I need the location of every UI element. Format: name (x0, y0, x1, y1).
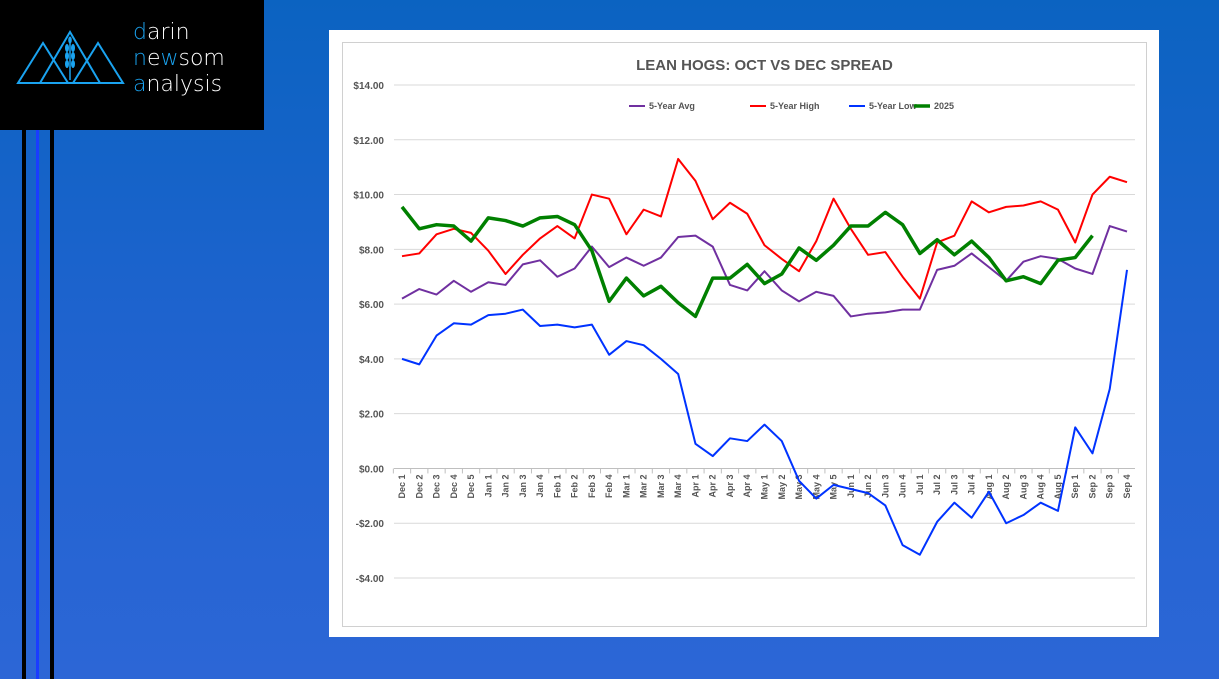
x-tick-label: Mar 4 (673, 474, 683, 498)
x-tick-label: Sep 2 (1087, 474, 1097, 498)
x-tick-label: Mar 2 (639, 474, 649, 498)
y-tick-label: $0.00 (359, 464, 384, 475)
x-tick-label: Sep 1 (1070, 474, 1080, 498)
x-tick-label: Dec 2 (414, 474, 424, 498)
x-tick-label: Jan 2 (501, 474, 511, 497)
x-tick-label: Dec 1 (397, 474, 407, 498)
legend-label: 5-Year High (770, 101, 820, 111)
series-line-5-year-high (401, 157, 1128, 300)
x-tick-label: May 1 (760, 474, 770, 499)
x-tick-label: Apr 1 (690, 474, 700, 497)
decor-bar-black-right (50, 0, 54, 679)
x-tick-label: Feb 2 (570, 474, 580, 498)
series-line-2025 (400, 205, 1094, 319)
y-tick-label: $4.00 (359, 355, 384, 366)
y-tick-label: $8.00 (359, 245, 384, 256)
chart-frame (342, 42, 1147, 627)
x-tick-label: Dec 5 (466, 474, 476, 498)
chart-panel: LEAN HOGS: OCT VS DEC SPREAD -$4.00 -$2.00… (329, 30, 1159, 637)
decor-bar-blue (36, 0, 39, 679)
y-tick-label: $12.00 (353, 136, 384, 147)
x-tick-label: May 3 (794, 474, 804, 499)
x-tick-label: Apr 2 (708, 474, 718, 497)
x-tick-label: Dec 4 (449, 474, 459, 498)
x-tick-label: Jul 2 (932, 474, 942, 495)
series-line-5-year-low (401, 269, 1128, 556)
x-tick-label: Sep 3 (1105, 474, 1115, 498)
x-tick-label: May 4 (811, 474, 821, 499)
y-tick-label: $14.00 (353, 81, 384, 92)
x-tick-label: Jul 3 (949, 474, 959, 495)
x-tick-label: Aug 1 (984, 474, 994, 499)
legend-label: 5-Year Avg (649, 101, 695, 111)
chart-title: LEAN HOGS: OCT VS DEC SPREAD (636, 57, 893, 74)
x-tick-label: Jul 1 (915, 474, 925, 495)
x-tick-label: May 2 (777, 474, 787, 499)
y-tick-label: $2.00 (359, 410, 384, 421)
x-tick-label: Jun 2 (863, 474, 873, 498)
x-tick-label: Aug 2 (1001, 474, 1011, 499)
y-tick-label: $10.00 (353, 191, 384, 202)
legend-label: 5-Year Low (869, 101, 918, 111)
x-tick-label: Apr 4 (742, 474, 752, 497)
x-tick-label: Feb 4 (604, 474, 614, 498)
x-tick-label: Aug 5 (1053, 474, 1063, 499)
y-tick-label: -$2.00 (356, 519, 385, 530)
x-tick-label: Jun 1 (846, 474, 856, 498)
series-line-5-year-avg (401, 225, 1128, 318)
x-tick-label: Jun 4 (898, 474, 908, 498)
x-tick-label: Jan 3 (518, 474, 528, 497)
x-tick-label: Mar 3 (656, 474, 666, 498)
x-tick-label: Feb 1 (552, 474, 562, 498)
y-tick-label: -$4.00 (356, 574, 385, 585)
line-chart: LEAN HOGS: OCT VS DEC SPREAD -$4.00 -$2.00… (353, 57, 1135, 585)
x-tick-label: Apr 3 (725, 474, 735, 497)
logo-wordmark: darin newsom analysis (133, 20, 225, 97)
x-tick-label: Feb 3 (587, 474, 597, 498)
x-tick-label: Jan 1 (483, 474, 493, 497)
y-tick-label: $6.00 (359, 300, 384, 311)
logo: darin newsom analysis (0, 0, 264, 130)
x-tick-label: Jan 4 (535, 474, 545, 497)
x-tick-label: Jun 3 (880, 474, 890, 498)
x-tick-label: Dec 3 (432, 474, 442, 498)
mountain-wheat-logo-icon (16, 30, 125, 84)
decor-bar-black-left (22, 0, 26, 679)
x-tick-label: May 5 (829, 474, 839, 499)
x-tick-label: Aug 4 (1036, 474, 1046, 499)
x-tick-label: Mar 1 (621, 474, 631, 498)
x-tick-label: Sep 4 (1122, 474, 1132, 498)
x-tick-label: Jul 4 (967, 474, 977, 495)
legend-label: 2025 (934, 101, 954, 111)
x-tick-label: Aug 3 (1018, 474, 1028, 499)
